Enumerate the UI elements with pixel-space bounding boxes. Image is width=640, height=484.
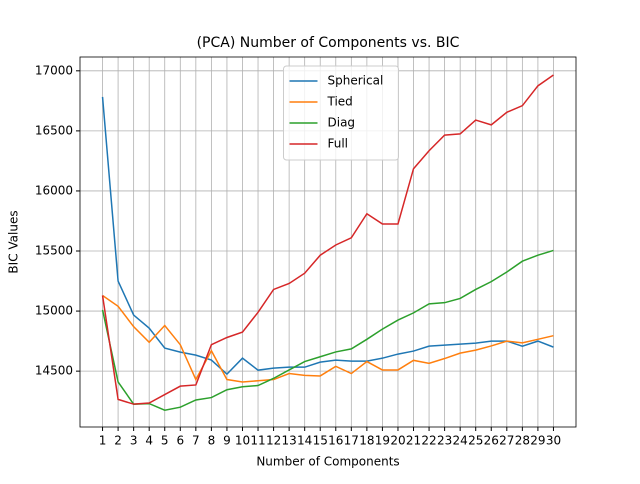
x-tick-label: 28 — [515, 434, 530, 448]
plot-frame — [79, 56, 577, 428]
x-tick-label: 19 — [375, 434, 390, 448]
x-tick-label: 2 — [114, 434, 122, 448]
x-tick-label: 1 — [99, 434, 107, 448]
x-tick-label: 5 — [161, 434, 169, 448]
x-tick-label: 3 — [130, 434, 138, 448]
y-tick-label: 15000 — [35, 304, 73, 318]
series-line — [101, 249, 554, 411]
x-tick-label: 29 — [530, 434, 545, 448]
x-tick-label: 14 — [297, 434, 312, 448]
x-tick-label: 6 — [176, 434, 184, 448]
x-tick-label: 15 — [313, 434, 328, 448]
series-line — [101, 96, 554, 376]
y-tick-label: 15500 — [35, 244, 73, 258]
x-tick-label: 8 — [208, 434, 216, 448]
series-line — [102, 294, 554, 383]
legend-label: Diag — [328, 116, 356, 130]
x-tick-label: 26 — [484, 434, 499, 448]
x-tick-label: 9 — [223, 434, 231, 448]
x-tick-label: 27 — [499, 434, 514, 448]
x-tick-label: 20 — [390, 434, 405, 448]
x-tick-label: 30 — [546, 434, 561, 448]
x-tick-label: 4 — [145, 434, 153, 448]
y-tick-label: 16500 — [35, 123, 73, 137]
y-tick-label: 16000 — [35, 183, 73, 197]
legend-label: Tied — [327, 95, 353, 109]
y-tick-label: 14500 — [35, 364, 73, 378]
legend-box — [283, 65, 399, 161]
x-tick-label: 12 — [266, 434, 281, 448]
x-tick-label: 25 — [468, 434, 483, 448]
y-tick-label: 17000 — [35, 63, 73, 77]
x-axis-label: Number of Components — [256, 455, 399, 469]
x-tick-label: 23 — [437, 434, 452, 448]
x-tick-label: 17 — [344, 434, 359, 448]
x-tick-label: 16 — [328, 434, 343, 448]
x-tick-label: 13 — [281, 434, 296, 448]
x-tick-label: 21 — [406, 434, 421, 448]
y-axis-label: BIC Values — [7, 210, 21, 273]
legend-label: Spherical — [328, 74, 384, 88]
series-line — [101, 74, 554, 405]
x-tick-label: 10 — [235, 434, 250, 448]
x-tick-label: 24 — [453, 434, 468, 448]
x-tick-label: 22 — [421, 434, 436, 448]
x-tick-label: 11 — [250, 434, 265, 448]
legend-label: Full — [328, 137, 349, 151]
chart-title: (PCA) Number of Components vs. BIC — [197, 35, 460, 51]
x-tick-label: 18 — [359, 434, 374, 448]
x-tick-label: 7 — [192, 434, 200, 448]
